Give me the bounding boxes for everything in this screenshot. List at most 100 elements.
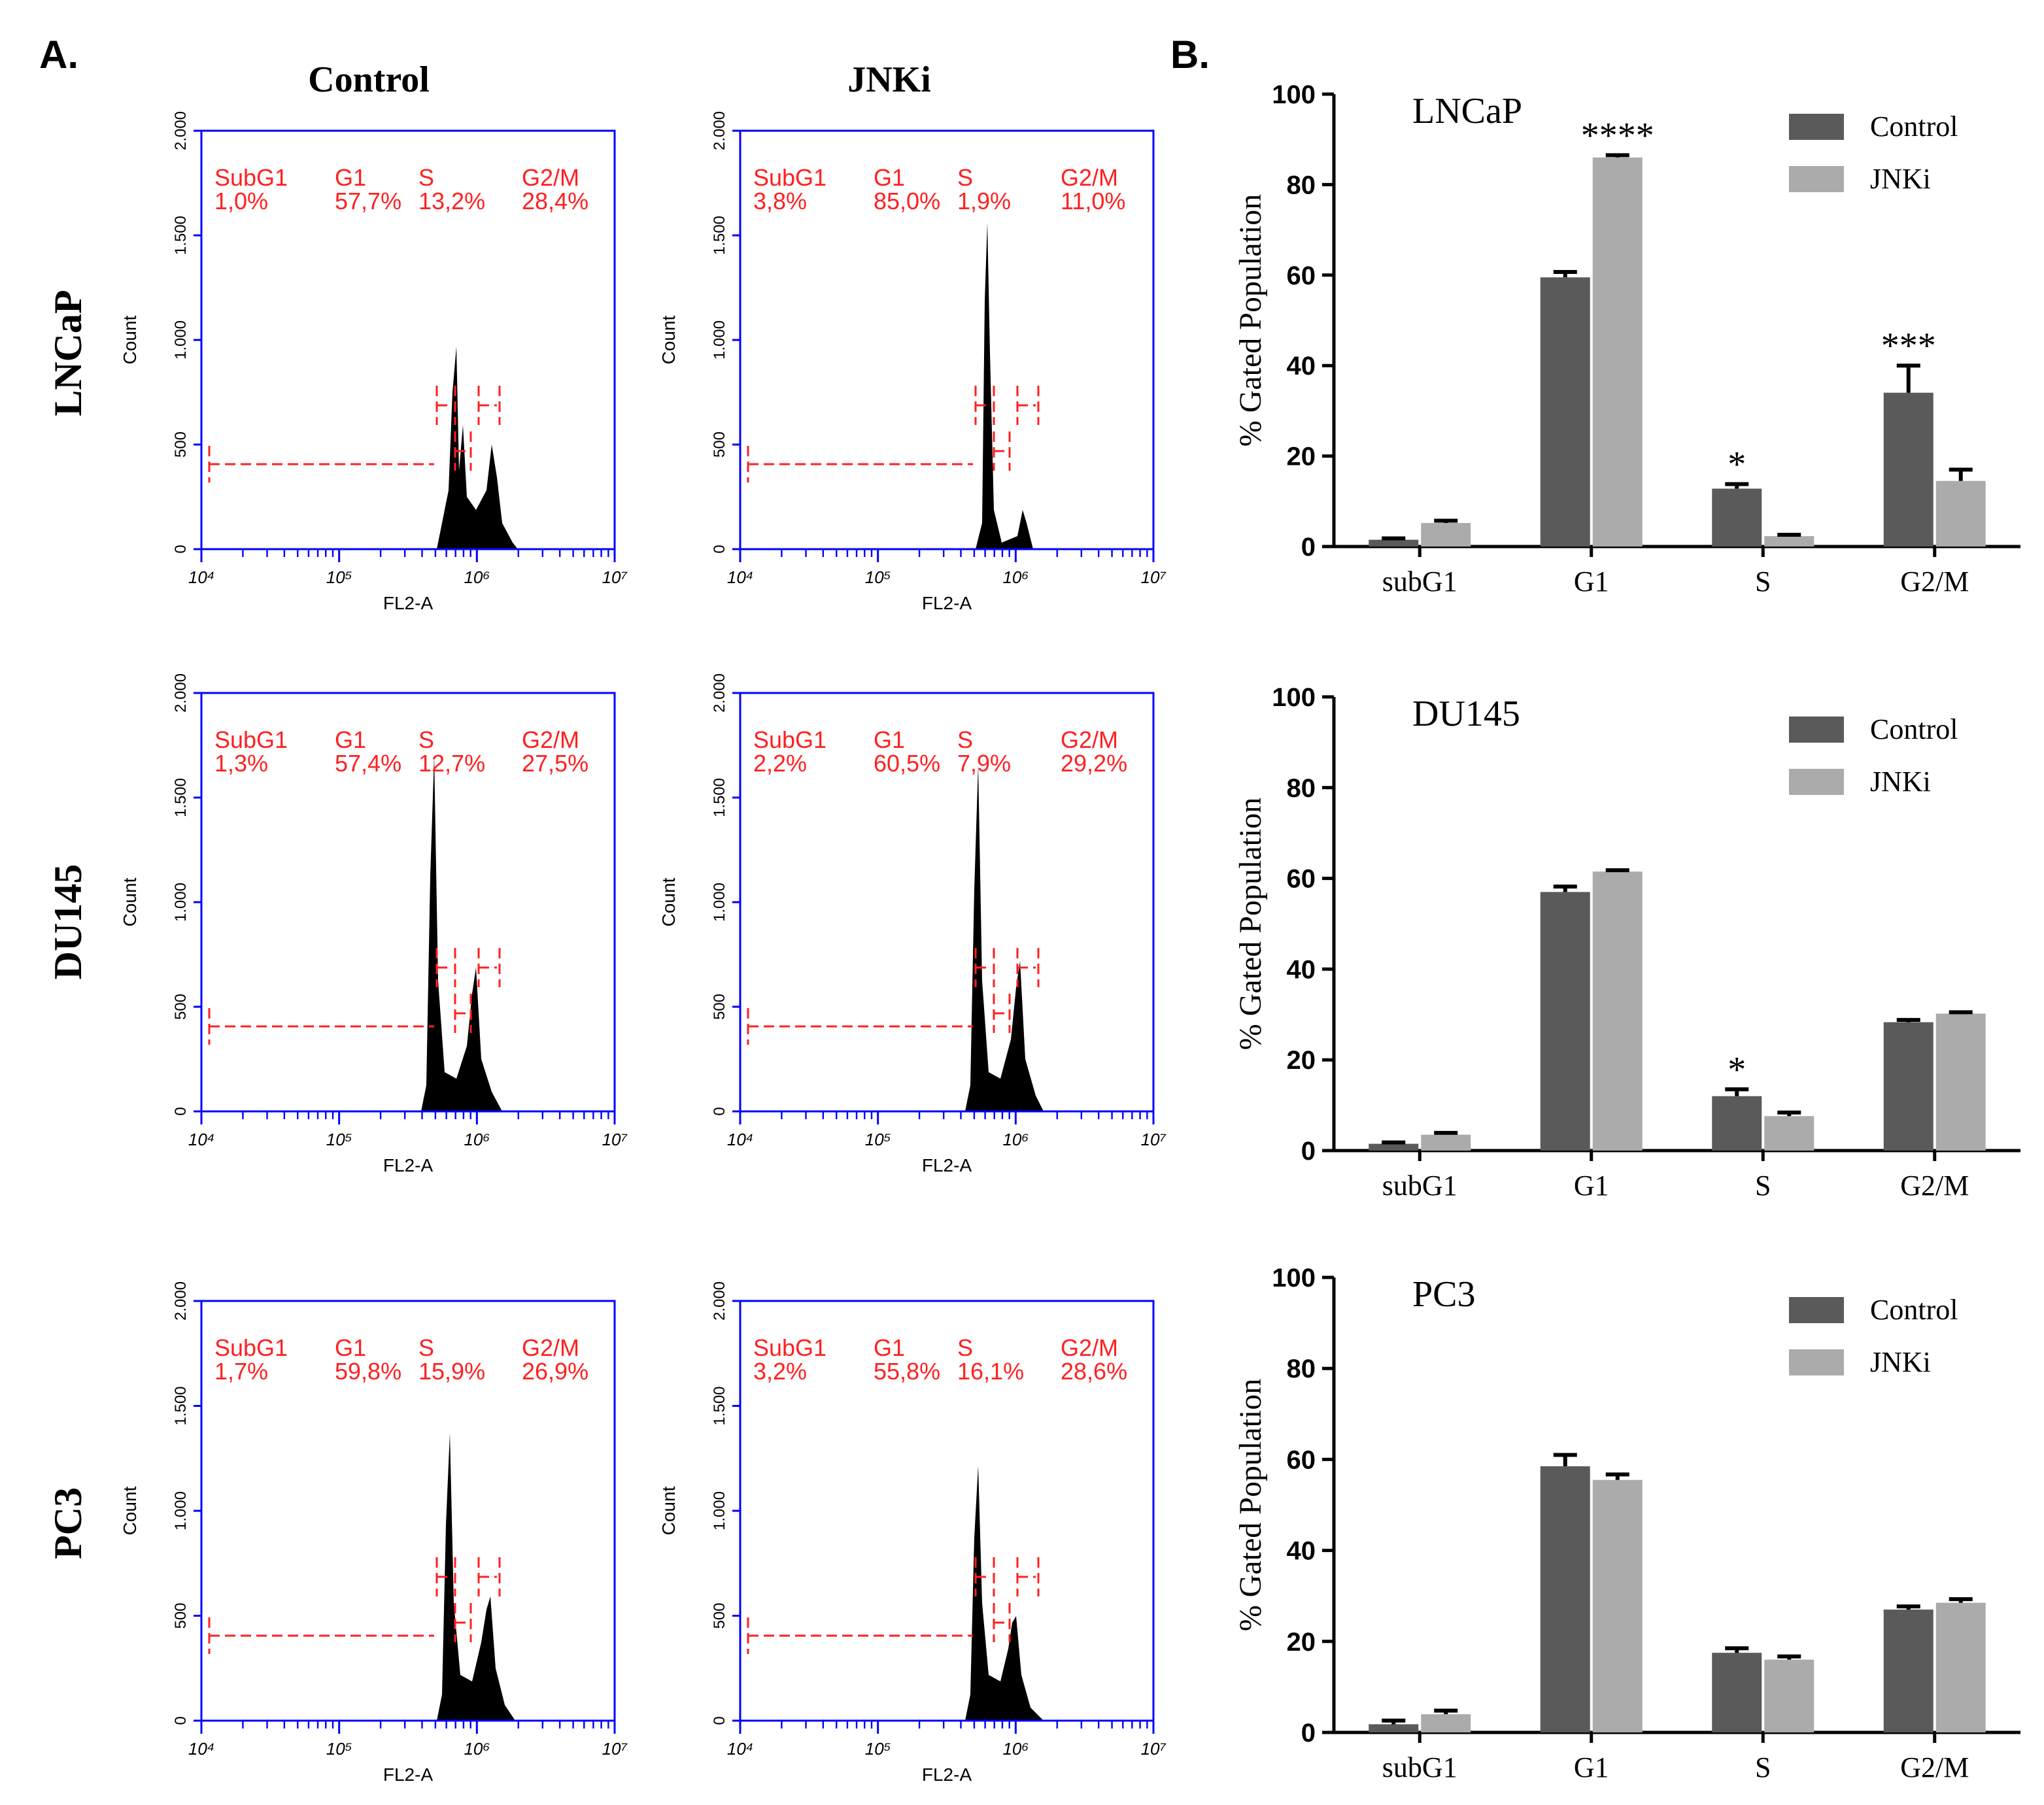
bar <box>1369 1143 1419 1151</box>
error-bar <box>1382 1718 1406 1725</box>
x-axis-label: FL2-A <box>383 1155 434 1175</box>
error-bar <box>1949 1597 1973 1603</box>
x-tick-label: G1 <box>1574 565 1609 598</box>
y-tick-label: 80 <box>1287 1355 1316 1383</box>
histogram-shape <box>976 222 1033 549</box>
gate-name: G2/M <box>522 726 579 753</box>
error-bar <box>1725 482 1749 489</box>
error-bar <box>1382 1140 1406 1145</box>
y-tick-label: 500 <box>172 994 190 1020</box>
y-tick-label: 60 <box>1287 865 1316 894</box>
y-axis-label: Count <box>120 1486 140 1535</box>
y-tick-label: 40 <box>1287 955 1316 984</box>
x-tick-label: 10⁷ <box>602 567 628 587</box>
y-tick-label: 100 <box>1272 683 1316 712</box>
y-tick-label: 1.000 <box>172 883 190 922</box>
bar <box>1421 523 1471 547</box>
bar <box>1935 1602 1986 1732</box>
y-tick-label: 60 <box>1287 261 1316 290</box>
gate-value: 26,9% <box>522 1358 588 1385</box>
gate-value: 16,1% <box>957 1358 1024 1385</box>
bar <box>1764 1659 1814 1732</box>
x-tick-label: 10⁴ <box>727 567 753 587</box>
error-bar <box>1605 153 1629 158</box>
x-tick-label: 10⁷ <box>1141 1739 1167 1759</box>
y-tick-label: 1.500 <box>711 778 728 817</box>
x-axis-label: FL2-A <box>922 1155 972 1175</box>
gate-value: 1,9% <box>957 188 1011 214</box>
error-bar <box>1949 467 1973 481</box>
y-tick-label: 1.500 <box>172 1386 190 1425</box>
bar <box>1592 157 1643 547</box>
gate-marker <box>974 386 1040 471</box>
y-axis-label: % Gated Population <box>1233 798 1268 1051</box>
legend-swatch <box>1789 717 1844 743</box>
chart-title: LNCaP <box>1412 91 1522 131</box>
legend-swatch <box>1789 166 1844 192</box>
gate-name: G1 <box>335 726 366 753</box>
significance-mark: *** <box>1881 326 1936 366</box>
y-tick-label: 1.000 <box>172 1491 190 1530</box>
x-tick-label: 10⁶ <box>464 567 490 587</box>
y-tick-label: 40 <box>1287 352 1316 380</box>
x-tick-label: subG1 <box>1382 1170 1457 1202</box>
x-tick-label: 10⁴ <box>188 567 214 587</box>
gate-name: S <box>418 726 434 753</box>
y-axis-label: Count <box>120 315 140 364</box>
gate-value: 55,8% <box>874 1358 940 1385</box>
gate-value: 59,8% <box>335 1358 401 1385</box>
y-tick-label: 0 <box>1301 1137 1316 1166</box>
bar <box>1935 1013 1986 1151</box>
y-tick-label: 2.000 <box>172 111 190 150</box>
histogram-shape <box>437 1433 515 1721</box>
bar <box>1883 392 1933 547</box>
gate-value: 28,4% <box>522 188 588 214</box>
x-tick-label: G2/M <box>1900 565 1969 598</box>
y-tick-label: 1.500 <box>711 1386 728 1425</box>
y-tick-label: 2.000 <box>711 673 728 713</box>
y-tick-label: 1.500 <box>711 216 728 255</box>
gate-name: S <box>957 164 973 191</box>
error-bar <box>1725 1087 1749 1096</box>
y-axis-label: Count <box>120 877 140 926</box>
gate-value: 11,0% <box>1061 188 1125 214</box>
gate-name: SubG1 <box>753 1334 826 1361</box>
y-tick-label: 20 <box>1287 1628 1316 1657</box>
gate-value: 13,2% <box>418 188 485 214</box>
y-tick-label: 1.500 <box>172 216 190 255</box>
histogram-shape <box>965 1466 1044 1721</box>
gate-marker <box>435 948 501 1033</box>
gate-value: 57,7% <box>335 188 401 214</box>
x-tick-label: 10⁷ <box>602 1739 628 1759</box>
legend-swatch <box>1789 769 1844 795</box>
x-axis-label: FL2-A <box>922 1764 972 1785</box>
y-tick-label: 1.500 <box>172 778 190 817</box>
error-bar <box>1605 1472 1629 1480</box>
gate-name: G2/M <box>1061 1334 1118 1361</box>
panel-label: A. <box>39 33 78 76</box>
gate-value: 2,2% <box>753 750 807 777</box>
x-tick-label: 10⁷ <box>1141 1130 1167 1149</box>
legend-swatch <box>1789 114 1844 140</box>
x-tick-label: 10⁵ <box>865 1130 891 1149</box>
gate-value: 29,2% <box>1061 750 1127 777</box>
legend-label: JNKi <box>1870 1346 1931 1378</box>
error-bar <box>1553 885 1577 892</box>
legend-swatch <box>1789 1297 1844 1323</box>
x-tick-label: 10⁶ <box>1002 567 1029 587</box>
y-tick-label: 80 <box>1287 774 1316 803</box>
bar <box>1421 1134 1471 1151</box>
gate-value: 3,8% <box>753 188 807 214</box>
y-tick-label: 0 <box>172 1107 190 1115</box>
gate-name: SubG1 <box>753 726 826 753</box>
gate-name: SubG1 <box>753 164 826 191</box>
chart-title: PC3 <box>1412 1274 1476 1315</box>
gate-value: 7,9% <box>957 750 1011 777</box>
y-tick-label: 500 <box>172 1602 190 1628</box>
error-bar <box>1949 1010 1973 1015</box>
y-tick-label: 40 <box>1287 1537 1316 1566</box>
bar <box>1540 892 1590 1151</box>
x-tick-label: S <box>1755 1170 1771 1202</box>
histogram-shape <box>437 346 518 549</box>
